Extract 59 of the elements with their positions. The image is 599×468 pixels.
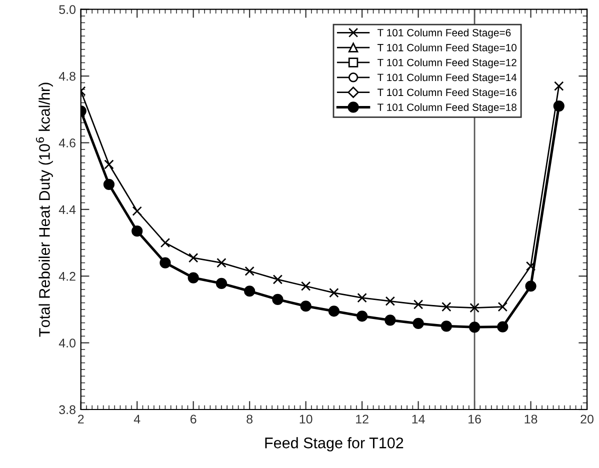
- point: [526, 261, 536, 271]
- point: [216, 258, 226, 268]
- point: [103, 178, 115, 190]
- x-axis-title: Feed Stage for T102: [265, 437, 404, 452]
- point: [384, 314, 396, 326]
- point: [216, 278, 228, 290]
- x-tick-label: 4: [134, 414, 140, 424]
- x-tick-label: 10: [300, 414, 312, 424]
- x-tick-label: 2: [78, 414, 84, 424]
- point: [357, 292, 367, 303]
- point: [272, 274, 283, 284]
- point: [442, 302, 452, 312]
- y-tick-label: 4.8: [58, 72, 76, 81]
- point: [160, 238, 170, 248]
- point: [413, 300, 424, 310]
- point: [329, 288, 339, 298]
- legend-label: T 101 Column Feed Stage=14: [377, 73, 517, 84]
- point: [132, 226, 143, 237]
- point: [525, 280, 536, 292]
- y-axis-title: Total Reboiler Heat Duty (10$^{6}$ kcal/hr): [36, 82, 53, 337]
- point: [160, 257, 171, 268]
- point: [470, 302, 480, 313]
- point: [385, 296, 396, 306]
- y-tick-label: 4.4: [58, 205, 76, 214]
- y-tick-label: 3.8: [59, 405, 76, 414]
- point: [244, 266, 254, 276]
- point: [188, 252, 198, 263]
- point: [188, 272, 199, 284]
- point: [497, 321, 508, 332]
- x-tick-label: 20: [580, 414, 594, 424]
- point: [356, 310, 368, 322]
- x-tick-label: 16: [468, 414, 481, 424]
- legend-label: T 101 Column Feed Stage=16: [377, 88, 516, 98]
- y-tick-label: 5.0: [59, 5, 76, 14]
- point: [553, 100, 564, 112]
- point: [554, 81, 564, 91]
- y-tick-label: 4.2: [58, 272, 76, 281]
- point: [300, 300, 312, 312]
- x-tick-label: 12: [356, 414, 368, 424]
- point: [132, 206, 142, 216]
- point: [468, 322, 480, 333]
- x-tick-label: 6: [190, 414, 196, 424]
- y-tick-label: 4.0: [58, 338, 76, 348]
- x-tick-label: 18: [524, 414, 538, 424]
- point: [498, 302, 508, 312]
- point: [412, 318, 424, 330]
- point: [440, 320, 452, 332]
- legend-label: T 101 Column Feed Stage=12: [377, 58, 516, 68]
- point: [300, 281, 311, 291]
- point: [244, 286, 256, 297]
- legend-label: T 101 Column Feed Stage=6: [377, 28, 511, 38]
- x-tick-label: 8: [246, 414, 253, 424]
- point: [104, 160, 114, 170]
- point: [272, 294, 284, 306]
- y-tick-label: 4.6: [58, 138, 76, 148]
- x-tick-label: 14: [412, 414, 425, 424]
- legend-label: T 101 Column Feed Stage=10: [377, 44, 517, 54]
- legend-label: T 101 Column Feed Stage=18: [377, 103, 516, 114]
- point: [328, 306, 340, 317]
